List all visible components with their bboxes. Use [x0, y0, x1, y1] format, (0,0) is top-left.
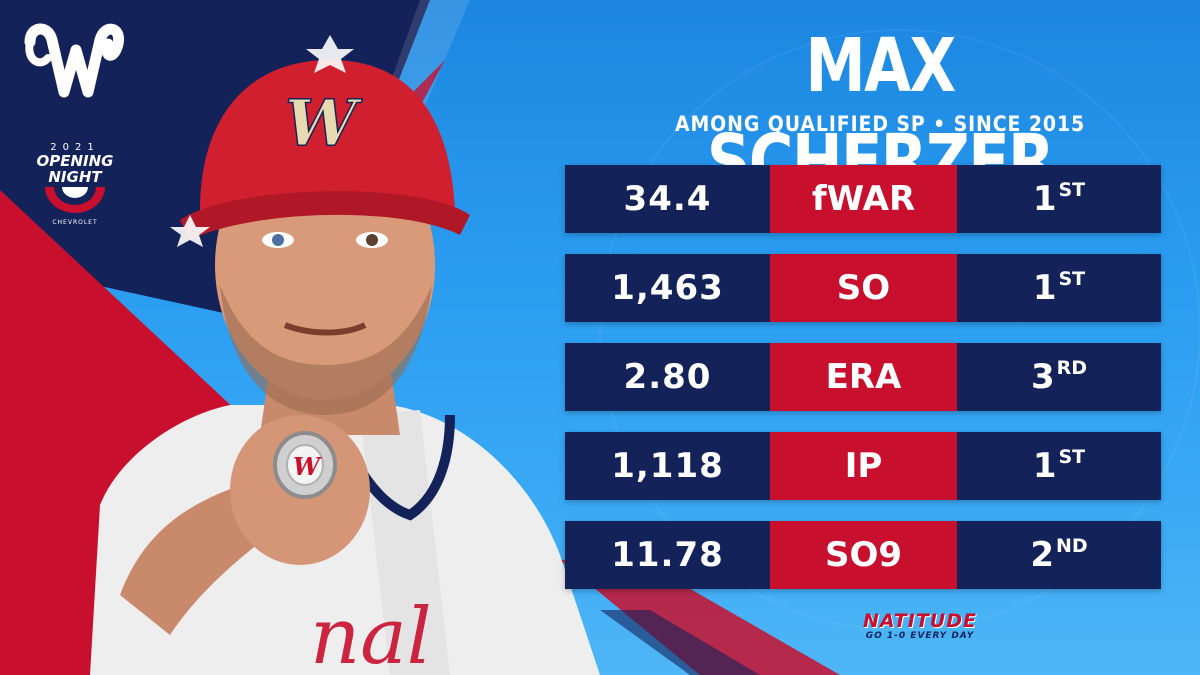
natitude-brand: NATITUDE: [863, 610, 977, 632]
stat-value: 1,118: [565, 432, 770, 500]
rank-suffix: ST: [1058, 446, 1086, 468]
rank-number: 1: [1032, 179, 1057, 219]
badge-sponsor: CHEVROLET: [52, 219, 98, 226]
natitude-tagline: GO 1-0 EVERY DAY: [865, 631, 975, 641]
rank-number: 3: [1030, 357, 1055, 397]
stat-value: 34.4: [565, 165, 770, 233]
stat-row-so9: 11.78 SO9 2 ND: [565, 521, 1161, 589]
stat-rank: 1 ST: [957, 254, 1161, 322]
rank-number: 1: [1032, 268, 1057, 308]
stat-row-era: 2.80 ERA 3 RD: [565, 343, 1161, 411]
rank-number: 1: [1032, 446, 1057, 486]
badge-year: 2021: [50, 142, 100, 153]
stat-label: SO9: [770, 521, 957, 589]
svg-text:nal: nal: [310, 592, 432, 675]
stats-table: 34.4 fWAR 1 ST 1,463 SO 1 ST 2.80 ERA 3 RD …: [565, 165, 1161, 610]
rank-suffix: ST: [1058, 179, 1086, 201]
bunting-arc-icon: [45, 187, 105, 213]
stat-value: 11.78: [565, 521, 770, 589]
player-photo: nal W W: [90, 35, 600, 675]
rank-number: 2: [1030, 535, 1054, 575]
rank-suffix: ST: [1058, 268, 1086, 290]
stat-value: 2.80: [565, 343, 770, 411]
opening-night-badge: 2021 OPENING NIGHT CHEVROLET: [20, 140, 130, 240]
stat-row-ip: 1,118 IP 1 ST: [565, 432, 1161, 500]
rank-suffix: ND: [1055, 535, 1088, 557]
championship-ring-icon: W: [273, 431, 337, 499]
stat-rank: 2 ND: [957, 521, 1161, 589]
svg-text:W: W: [293, 452, 322, 481]
stat-row-fwar: 34.4 fWAR 1 ST: [565, 165, 1161, 233]
stat-rank: 1 ST: [957, 165, 1161, 233]
curly-w-icon: [24, 23, 125, 98]
rank-suffix: RD: [1056, 357, 1088, 379]
stat-label: ERA: [770, 343, 957, 411]
natitude-logo: NATITUDE GO 1-0 EVERY DAY: [845, 610, 995, 641]
stat-rank: 1 ST: [957, 432, 1161, 500]
stat-rank: 3 RD: [957, 343, 1161, 411]
svg-text:W: W: [285, 86, 363, 161]
badge-title: OPENING NIGHT: [36, 152, 114, 186]
subtitle: AMONG QUALIFIED SP • SINCE 2015: [674, 112, 1086, 136]
stat-row-so: 1,463 SO 1 ST: [565, 254, 1161, 322]
stat-label: fWAR: [770, 165, 957, 233]
stat-label: IP: [770, 432, 957, 500]
stat-label: SO: [770, 254, 957, 322]
player-name-title: MAX SCHERZER: [706, 23, 1055, 205]
stat-value: 1,463: [565, 254, 770, 322]
